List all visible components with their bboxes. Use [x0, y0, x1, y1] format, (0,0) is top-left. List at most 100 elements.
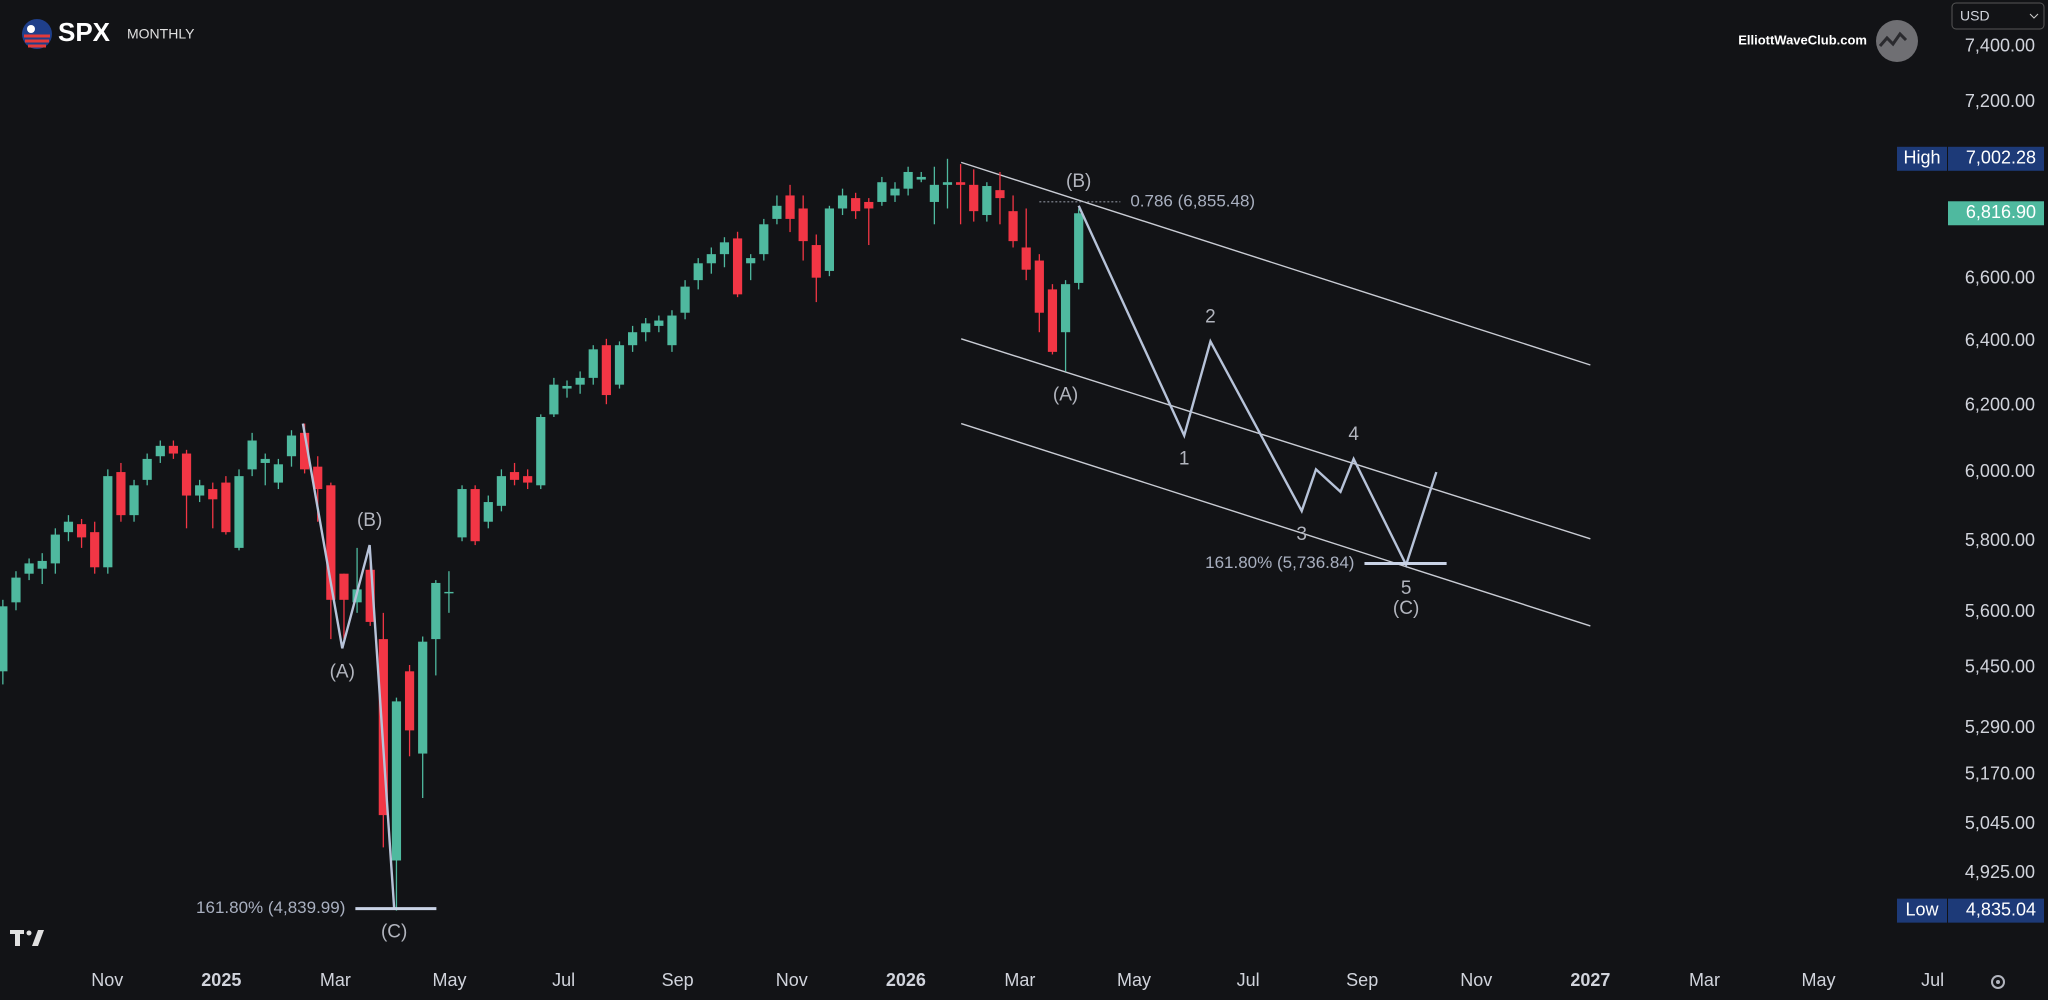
candle-body: [431, 582, 441, 640]
settings-icon[interactable]: [1991, 975, 2005, 989]
brand-logo: [1876, 20, 1918, 62]
wave-label: (A): [1053, 384, 1078, 405]
wave-path: [301, 423, 396, 909]
candle-body: [509, 472, 520, 480]
candle-body: [969, 184, 979, 212]
candle-body: [562, 385, 572, 389]
candle-body: [0, 606, 8, 672]
y-tick-label: 5,045.00: [1965, 813, 2035, 833]
candle-body: [470, 489, 480, 542]
candle-body: [155, 445, 165, 457]
x-tick-label: Jul: [1921, 970, 1944, 990]
x-tick-label: Mar: [1004, 970, 1035, 990]
price-tag-value: 6,816.90: [1966, 202, 2036, 222]
y-tick-label: 6,400.00: [1965, 330, 2035, 350]
x-tick-label: 2027: [1570, 970, 1610, 990]
candle-body: [260, 458, 270, 463]
fib-label: 161.80% (4,839.99): [196, 898, 345, 917]
candle-body: [378, 639, 388, 816]
candle-body: [601, 345, 611, 396]
currency-select[interactable]: [1951, 2, 2045, 30]
candle-body: [706, 254, 716, 264]
candle-body: [667, 315, 677, 346]
y-tick-label: 5,600.00: [1965, 601, 2035, 621]
candle-body: [457, 489, 467, 538]
wave-label: 3: [1296, 524, 1307, 545]
x-tick-label: Jul: [1237, 970, 1260, 990]
candle-body: [746, 258, 756, 264]
fib-label: 0.786 (6,855.48): [1130, 191, 1255, 210]
y-tick-label: 5,800.00: [1965, 530, 2035, 550]
symbol: SPX: [58, 17, 111, 47]
candle-body: [614, 345, 625, 385]
wave-label: (B): [1066, 171, 1091, 192]
candle-body: [772, 205, 782, 219]
candle-body: [523, 476, 533, 483]
channel-line: [960, 161, 1591, 366]
candle-body: [195, 485, 205, 496]
currency[interactable]: USD: [1960, 8, 1990, 24]
y-tick-label: 6,600.00: [1965, 268, 2035, 288]
candle-body: [24, 563, 34, 574]
candle-body: [785, 195, 795, 219]
x-tick-label: 2026: [886, 970, 926, 990]
candle-body: [982, 186, 992, 216]
candle-body: [286, 435, 297, 457]
wave-label: (C): [1393, 598, 1419, 619]
candle-body: [680, 286, 690, 313]
wave-path: [1077, 205, 1438, 568]
candle-body: [208, 489, 218, 500]
y-tick-label: 5,290.00: [1965, 717, 2035, 737]
candle-body: [1034, 260, 1044, 313]
wave-label: (A): [330, 661, 355, 682]
candle-body: [11, 577, 21, 603]
candle-body: [300, 432, 310, 470]
symbol-logo: [22, 19, 52, 49]
wave-label: (C): [381, 922, 407, 943]
x-tick-label: Nov: [91, 970, 123, 990]
x-tick-label: May: [1802, 970, 1836, 990]
candle-body: [864, 201, 874, 209]
brand: ElliottWaveClub.com: [1738, 32, 1867, 47]
candle-body: [575, 377, 585, 385]
candle-body: [654, 320, 664, 326]
y-tick-label: 7,400.00: [1965, 35, 2035, 55]
candle-body: [995, 190, 1005, 199]
candle-body: [942, 182, 953, 185]
price-tag: [1948, 201, 2044, 226]
candle-body: [837, 195, 848, 209]
candle-body: [50, 534, 60, 564]
wave-label: 2: [1205, 306, 1216, 327]
price-tag: [1948, 146, 2044, 171]
candle-body: [129, 485, 139, 516]
candle-body: [929, 184, 939, 202]
price-tag-name-box: [1897, 146, 1947, 171]
x-tick-label: May: [1117, 970, 1151, 990]
candle-body: [732, 238, 743, 295]
candle-body: [404, 671, 415, 731]
candle-body: [628, 332, 638, 346]
price-tag-value: 7,002.28: [1966, 148, 2036, 168]
price-tag-name-box: [1897, 898, 1947, 923]
candle-body: [496, 476, 507, 506]
x-tick-label: Nov: [776, 970, 808, 990]
price-tag-name: Low: [1905, 899, 1939, 919]
tradingview-logo: [10, 930, 44, 946]
x-tick-label: Nov: [1460, 970, 1492, 990]
candle-body: [37, 560, 47, 569]
candle-body: [247, 440, 257, 470]
y-tick-label: 7,200.00: [1965, 91, 2035, 111]
wave-label: 4: [1348, 424, 1359, 445]
candle-body: [483, 502, 493, 522]
candle-body: [641, 323, 651, 333]
candle-body: [326, 485, 336, 600]
candle-body: [916, 176, 926, 180]
wave-label: 5: [1401, 578, 1412, 599]
candle-body: [903, 171, 913, 189]
dropdown-arrow[interactable]: [2029, 13, 2039, 19]
candle-body: [549, 384, 559, 415]
candle-body: [811, 245, 821, 278]
candle-body: [221, 482, 231, 533]
